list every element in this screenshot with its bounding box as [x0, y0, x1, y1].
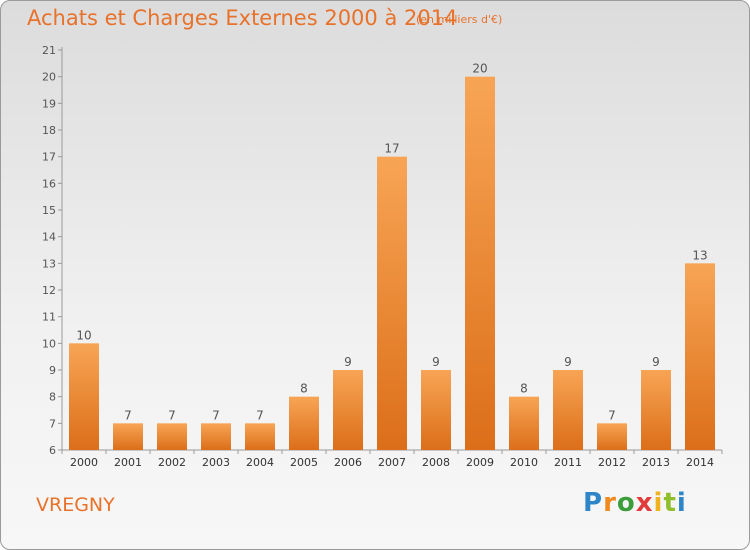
bar [597, 423, 627, 450]
bar [289, 396, 319, 450]
bar [377, 156, 407, 450]
y-tick-label: 12 [42, 284, 56, 297]
y-tick-label: 15 [42, 204, 56, 217]
bar [157, 423, 187, 450]
data-label: 9 [564, 355, 572, 369]
chart-title: Achats et Charges Externes 2000 à 2014 [27, 6, 458, 30]
data-label: 9 [652, 355, 660, 369]
chart-subtitle: (en milliers d'€) [416, 13, 503, 26]
bar [553, 370, 583, 450]
x-tick-label: 2005 [290, 456, 318, 469]
data-label: 7 [124, 408, 132, 422]
bar [333, 370, 363, 450]
data-label: 9 [432, 355, 440, 369]
y-tick-label: 17 [42, 151, 56, 164]
y-tick-label: 6 [49, 444, 56, 457]
data-label: 7 [168, 408, 176, 422]
x-tick-label: 2013 [642, 456, 670, 469]
x-tick-label: 2014 [686, 456, 714, 469]
x-tick-label: 2002 [158, 456, 186, 469]
x-tick-label: 2001 [114, 456, 142, 469]
bar [201, 423, 231, 450]
logo-letter: t [663, 488, 677, 518]
logo-letter: r [603, 488, 617, 518]
y-tick-label: 20 [42, 71, 56, 84]
data-label: 7 [608, 408, 616, 422]
y-tick-label: 8 [49, 391, 56, 404]
x-tick-label: 2010 [510, 456, 538, 469]
data-label: 10 [76, 328, 91, 342]
data-label: 8 [300, 382, 308, 396]
x-tick-label: 2000 [70, 456, 98, 469]
x-tick-label: 2012 [598, 456, 626, 469]
data-label: 9 [344, 355, 352, 369]
y-tick-label: 21 [42, 44, 56, 57]
y-tick-label: 10 [42, 337, 56, 350]
x-tick-label: 2009 [466, 456, 494, 469]
data-label: 13 [692, 248, 707, 262]
y-tick-label: 11 [42, 311, 56, 324]
data-label: 17 [384, 142, 399, 156]
bar [245, 423, 275, 450]
data-label: 7 [212, 408, 220, 422]
logo-letter: P [583, 488, 604, 518]
x-tick-label: 2008 [422, 456, 450, 469]
y-tick-label: 19 [42, 97, 56, 110]
data-label: 8 [520, 382, 528, 396]
bar [465, 76, 495, 451]
x-tick-label: 2007 [378, 456, 406, 469]
commune-name: VREGNY [36, 494, 115, 516]
y-tick-label: 7 [49, 417, 56, 430]
y-tick-label: 14 [42, 231, 56, 244]
bar [685, 263, 715, 450]
y-tick-label: 16 [42, 177, 56, 190]
logo-letter: i [653, 488, 664, 518]
y-tick-label: 13 [42, 257, 56, 270]
logo-letter: x [635, 488, 654, 518]
logo-letter: o [616, 488, 636, 518]
bar [113, 423, 143, 450]
bar [641, 370, 671, 450]
data-label: 20 [472, 62, 487, 76]
data-label: 7 [256, 408, 264, 422]
x-tick-label: 2006 [334, 456, 362, 469]
proxiti-logo[interactable]: Proxiti [583, 488, 687, 518]
logo-letter: i [676, 488, 687, 518]
bar [421, 370, 451, 450]
bar [509, 396, 539, 450]
x-tick-label: 2003 [202, 456, 230, 469]
y-tick-label: 18 [42, 124, 56, 137]
x-tick-label: 2004 [246, 456, 274, 469]
bar [69, 343, 99, 450]
y-tick-label: 9 [49, 364, 56, 377]
x-tick-label: 2011 [554, 456, 582, 469]
